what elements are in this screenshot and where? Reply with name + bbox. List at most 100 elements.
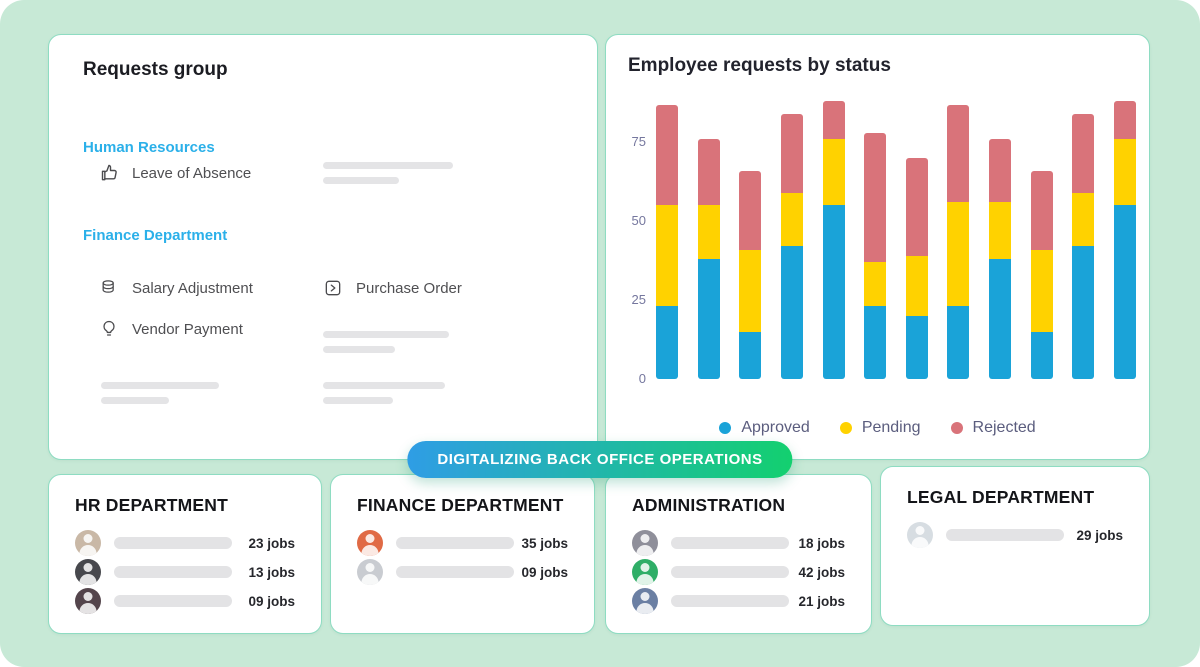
department-title: HR DEPARTMENT bbox=[75, 495, 228, 515]
bar-column[interactable] bbox=[780, 113, 803, 379]
bar-segment-rejected bbox=[864, 132, 887, 263]
bar-segment-approved bbox=[905, 315, 928, 379]
bar-segment-rejected bbox=[780, 113, 803, 193]
request-item-salary-adjustment[interactable]: Salary Adjustment bbox=[99, 278, 253, 298]
bar-column[interactable] bbox=[656, 104, 678, 379]
avatar bbox=[357, 559, 383, 585]
request-item-label: Purchase Order bbox=[356, 279, 462, 297]
placeholder-bar bbox=[323, 162, 453, 169]
bar-segment-rejected bbox=[1030, 170, 1053, 250]
department-rows: 35 jobs 09 jobs bbox=[357, 530, 568, 585]
request-item-purchase-order[interactable]: Purchase Order bbox=[323, 278, 462, 298]
department-job-row[interactable]: 13 jobs bbox=[75, 559, 295, 585]
approved-dot-icon bbox=[719, 422, 732, 434]
avatar bbox=[75, 559, 101, 585]
placeholder-bar bbox=[671, 595, 789, 607]
legend-label: Rejected bbox=[972, 419, 1036, 436]
department-job-row[interactable]: 35 jobs bbox=[357, 530, 568, 556]
bar-column[interactable] bbox=[864, 132, 887, 379]
department-job-row[interactable]: 29 jobs bbox=[907, 522, 1123, 548]
placeholder-bar bbox=[671, 566, 789, 578]
department-job-row[interactable]: 21 jobs bbox=[632, 588, 845, 614]
bar-segment-pending bbox=[780, 192, 803, 247]
bar-column[interactable] bbox=[947, 104, 970, 379]
request-item-leave-of-absence[interactable]: Leave of Absence bbox=[99, 163, 251, 183]
send-icon bbox=[323, 278, 343, 298]
bar-column[interactable] bbox=[1113, 101, 1136, 379]
department-job-row[interactable]: 42 jobs bbox=[632, 559, 845, 585]
pending-dot-icon bbox=[839, 422, 852, 434]
placeholder-bar bbox=[114, 566, 232, 578]
bar-segment-pending bbox=[1072, 192, 1095, 247]
legend-item-rejected[interactable]: Rejected bbox=[950, 419, 1036, 437]
bar-segment-rejected bbox=[739, 170, 762, 250]
avatar bbox=[75, 588, 101, 614]
placeholder-bar bbox=[114, 595, 232, 607]
bar-column[interactable] bbox=[822, 101, 845, 379]
group-heading-human-resources[interactable]: Human Resources bbox=[83, 139, 215, 156]
department-job-row[interactable]: 18 jobs bbox=[632, 530, 845, 556]
jobs-count: 29 jobs bbox=[1076, 527, 1123, 543]
bar-column[interactable] bbox=[1072, 113, 1095, 379]
jobs-count: 23 jobs bbox=[248, 535, 295, 551]
avatar bbox=[907, 522, 933, 548]
placeholder-bar bbox=[946, 529, 1064, 541]
jobs-count: 21 jobs bbox=[798, 593, 845, 609]
bar-column[interactable] bbox=[1030, 170, 1053, 379]
jobs-count: 09 jobs bbox=[248, 593, 295, 609]
bar-column[interactable] bbox=[739, 170, 762, 379]
legend-label: Pending bbox=[861, 419, 921, 436]
bar-segment-pending bbox=[905, 255, 928, 316]
bar-segment-rejected bbox=[947, 104, 970, 203]
chart-title: Employee requests by status bbox=[628, 55, 891, 76]
bar-segment-approved bbox=[1113, 205, 1136, 379]
y-tick-label: 50 bbox=[631, 213, 646, 229]
placeholder-bar bbox=[323, 346, 395, 353]
bar-segment-pending bbox=[1030, 249, 1053, 332]
legend-item-approved[interactable]: Approved bbox=[719, 419, 810, 437]
y-tick-label: 25 bbox=[631, 292, 646, 308]
legend-label: Approved bbox=[741, 419, 810, 436]
bar-segment-pending bbox=[989, 202, 1011, 260]
jobs-count: 09 jobs bbox=[521, 564, 568, 580]
bar-segment-approved bbox=[656, 306, 678, 379]
group-heading-finance-department[interactable]: Finance Department bbox=[83, 227, 228, 244]
placeholder-bar bbox=[114, 537, 232, 549]
bar-column[interactable] bbox=[905, 158, 928, 379]
placeholder-bar bbox=[101, 397, 169, 404]
avatar bbox=[632, 559, 658, 585]
chart-plot bbox=[656, 95, 1136, 379]
bar-segment-rejected bbox=[656, 104, 678, 206]
bar-segment-approved bbox=[947, 306, 970, 379]
bar-segment-approved bbox=[1030, 331, 1053, 379]
bar-segment-pending bbox=[864, 262, 887, 307]
department-job-row[interactable]: 09 jobs bbox=[357, 559, 568, 585]
placeholder-bar bbox=[323, 177, 399, 184]
badge: DIGITALIZING BACK OFFICE OPERATIONS bbox=[407, 441, 793, 478]
bar-segment-approved bbox=[822, 205, 845, 379]
bar-segment-approved bbox=[989, 259, 1011, 379]
department-rows: 18 jobs 42 jobs 21 jobs bbox=[632, 530, 845, 614]
legend-item-pending[interactable]: Pending bbox=[839, 419, 921, 437]
y-tick-label: 75 bbox=[631, 134, 646, 150]
chart-legend: Approved Pending Rejected bbox=[606, 419, 1149, 437]
avatar bbox=[632, 588, 658, 614]
bar-segment-rejected bbox=[822, 101, 845, 140]
requests-group-card: Requests group Human Resources Leave of … bbox=[48, 34, 598, 460]
bar-column[interactable] bbox=[697, 139, 720, 379]
bar-segment-approved bbox=[739, 331, 762, 379]
request-item-vendor-payment[interactable]: Vendor Payment bbox=[99, 319, 243, 339]
jobs-count: 13 jobs bbox=[248, 564, 295, 580]
bar-segment-pending bbox=[822, 139, 845, 206]
department-job-row[interactable]: 23 jobs bbox=[75, 530, 295, 556]
bar-segment-rejected bbox=[1072, 113, 1095, 193]
bar-segment-approved bbox=[780, 246, 803, 379]
department-rows: 29 jobs bbox=[907, 522, 1123, 548]
department-job-row[interactable]: 09 jobs bbox=[75, 588, 295, 614]
placeholder-bar bbox=[396, 537, 514, 549]
bar-column[interactable] bbox=[989, 139, 1011, 379]
request-item-label: Salary Adjustment bbox=[132, 279, 253, 297]
employee-requests-chart-card: Employee requests by status 0 25 50 75 Appr… bbox=[605, 34, 1150, 460]
department-title: LEGAL DEPARTMENT bbox=[907, 487, 1095, 507]
bar-segment-pending bbox=[697, 205, 720, 260]
